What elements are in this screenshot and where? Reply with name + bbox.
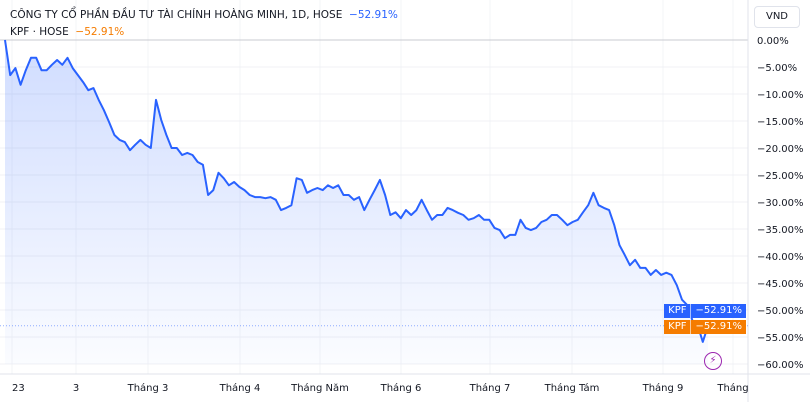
area-fill [5, 40, 708, 364]
x-tick-label: Tháng 3 [127, 382, 169, 394]
legend-title-row: CÔNG TY CỔ PHẦN ĐẦU TƯ TÀI CHÍNH HOÀNG M… [10, 9, 398, 21]
y-tick-label: −25.00% [757, 171, 804, 182]
y-tick-label: −50.00% [757, 306, 804, 317]
legend-symbol-row: KPF · HOSE −52.91% [10, 26, 124, 38]
y-tick-label: −20.00% [757, 144, 804, 155]
price-tag-orange: KPF −52.91% [664, 320, 746, 334]
y-tick-label: −45.00% [757, 279, 804, 290]
tag-value: −52.91% [695, 321, 742, 332]
y-tick-label: −30.00% [757, 198, 804, 209]
x-tick-label: 3 [73, 383, 79, 394]
company-title: CÔNG TY CỔ PHẦN ĐẦU TƯ TÀI CHÍNH HOÀNG M… [10, 9, 343, 21]
y-tick-label: −10.00% [757, 90, 804, 101]
x-tick-label: Tháng 6 [380, 382, 422, 394]
lightning-icon[interactable]: ⚡ [704, 352, 722, 370]
currency-button[interactable]: VND [754, 6, 800, 28]
x-tick-label: Tháng Tám [544, 382, 600, 394]
y-tick-label: 0.00% [757, 36, 789, 47]
x-tick-label: Tháng 7 [469, 382, 511, 394]
symbol-label: KPF · HOSE [10, 26, 69, 38]
price-tag-blue: KPF −52.91% [664, 304, 746, 318]
tag-name: KPF [664, 320, 692, 334]
x-tick-label: Tháng 4 [219, 382, 261, 394]
x-tick-label: Tháng [716, 382, 748, 394]
y-tick-label: −55.00% [757, 333, 804, 344]
y-tick-label: −60.00% [757, 360, 804, 371]
title-change: −52.91% [349, 9, 398, 21]
tag-name: KPF [664, 304, 692, 318]
y-tick-label: −15.00% [757, 117, 804, 128]
symbol-change: −52.91% [75, 26, 125, 38]
y-tick-label: −40.00% [757, 252, 804, 263]
tag-value: −52.91% [695, 305, 742, 316]
y-tick-label: −5.00% [757, 63, 797, 74]
x-tick-label: 23 [12, 383, 25, 394]
x-tick-label: Tháng 9 [642, 382, 684, 394]
series-line [4, 39, 709, 343]
y-tick-label: −35.00% [757, 225, 804, 236]
x-tick-label: Tháng Năm [290, 382, 349, 394]
